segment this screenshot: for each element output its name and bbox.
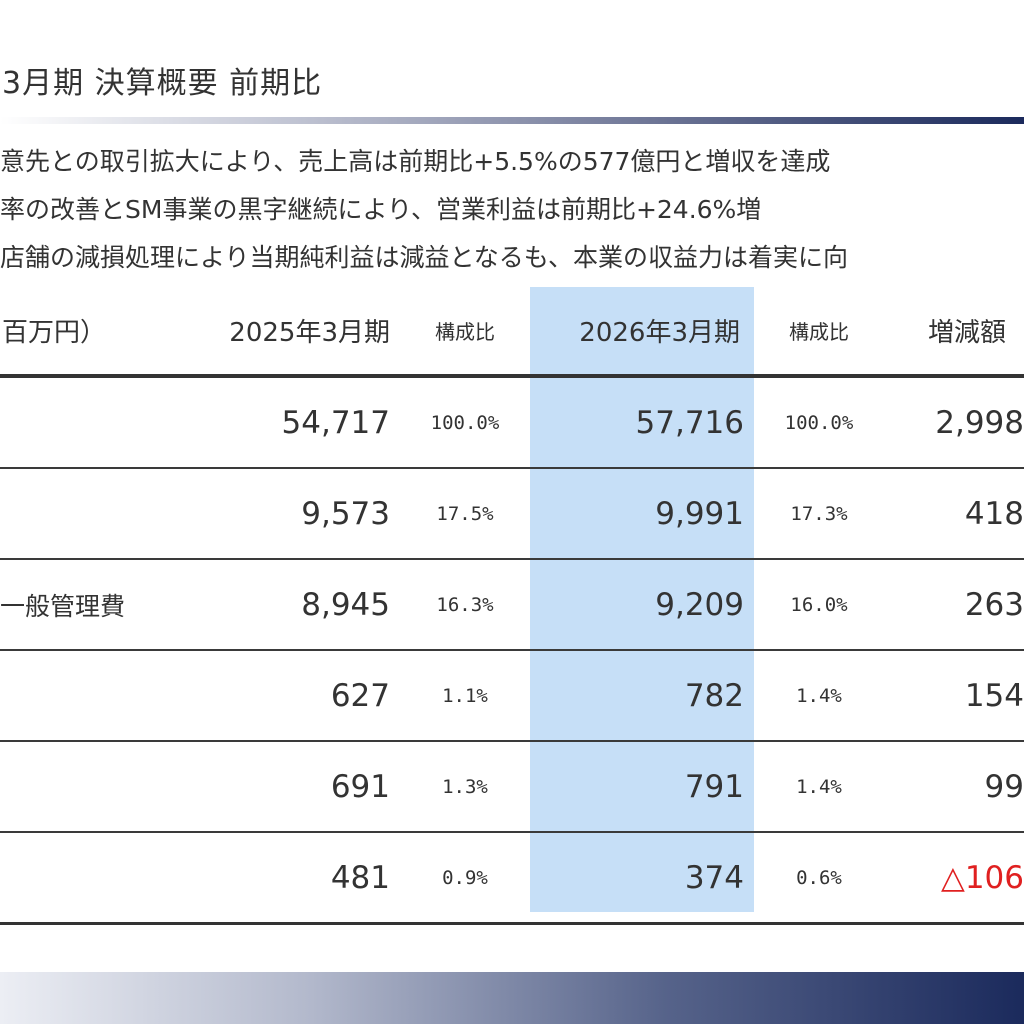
summary-line: 店舗の減損処理により当期純利益は減益となるも、本業の収益力は着実に向 <box>0 243 849 272</box>
row-label <box>0 741 170 833</box>
ratio-2026-value: 0.6% <box>754 832 884 925</box>
row-label <box>0 650 170 742</box>
financial-summary-table: 百万円） 2025年3月期 構成比 2026年3月期 構成比 増減額 54,71… <box>0 287 1024 925</box>
table-header-row: 百万円） 2025年3月期 構成比 2026年3月期 構成比 増減額 <box>0 287 1024 378</box>
ratio-2026-value: 16.0% <box>754 559 884 651</box>
ratio-2025-value: 16.3% <box>400 559 530 651</box>
change-value: 154 <box>884 650 1024 742</box>
ratio-2026-value: 100.0% <box>754 376 884 469</box>
change-value-negative: △106 <box>884 832 1024 925</box>
ratio-2025-value: 17.5% <box>400 468 530 560</box>
ratio-2025-value: 100.0% <box>400 376 530 469</box>
page-title: 3月期 決算概要 前期比 <box>2 66 323 101</box>
fy2025-value: 691 <box>170 741 400 833</box>
fy2026-value: 9,991 <box>530 468 754 560</box>
ratio-2026-value: 1.4% <box>754 741 884 833</box>
row-label <box>0 468 170 560</box>
fy2026-value: 374 <box>530 832 754 925</box>
row-label <box>0 832 170 925</box>
fy2025-header: 2025年3月期 <box>170 287 400 378</box>
ratio-2026-value: 17.3% <box>754 468 884 560</box>
ratio-2025-value: 1.1% <box>400 650 530 742</box>
fy2026-value: 57,716 <box>530 376 754 469</box>
ratio-2025-value: 0.9% <box>400 832 530 925</box>
fy2025-value: 8,945 <box>170 559 400 651</box>
change-value: 99 <box>884 741 1024 833</box>
change-value: 418 <box>884 468 1024 560</box>
fy2026-value: 9,209 <box>530 559 754 651</box>
ratio-2025-header: 構成比 <box>400 287 530 378</box>
fy2026-header: 2026年3月期 <box>530 287 754 378</box>
footer-gradient-bar <box>0 972 1024 1024</box>
table-row: 691 1.3% 791 1.4% 99 <box>0 741 1024 833</box>
fy2025-value: 627 <box>170 650 400 742</box>
summary-line: 意先との取引拡大により、売上高は前期比+5.5%の577億円と増収を達成 <box>0 147 831 176</box>
table-row: 9,573 17.5% 9,991 17.3% 418 <box>0 468 1024 560</box>
ratio-2025-value: 1.3% <box>400 741 530 833</box>
ratio-2026-header: 構成比 <box>754 287 884 378</box>
table-row: 一般管理費 8,945 16.3% 9,209 16.0% 263 <box>0 559 1024 651</box>
ratio-2026-value: 1.4% <box>754 650 884 742</box>
fy2026-value: 791 <box>530 741 754 833</box>
summary-text: 意先との取引拡大により、売上高は前期比+5.5%の577億円と増収を達成 率の改… <box>0 138 1024 282</box>
table-row: 54,717 100.0% 57,716 100.0% 2,998 <box>0 376 1024 469</box>
fy2025-value: 481 <box>170 832 400 925</box>
table-row: 481 0.9% 374 0.6% △106 <box>0 832 1024 925</box>
change-value: 263 <box>884 559 1024 651</box>
fy2025-value: 9,573 <box>170 468 400 560</box>
table-row: 627 1.1% 782 1.4% 154 <box>0 650 1024 742</box>
title-divider <box>0 117 1024 124</box>
row-label: 一般管理費 <box>0 559 170 651</box>
change-header: 増減額 <box>884 287 1024 378</box>
fy2026-value: 782 <box>530 650 754 742</box>
unit-header: 百万円） <box>0 287 170 378</box>
change-value: 2,998 <box>884 376 1024 469</box>
row-label <box>0 376 170 469</box>
fy2025-value: 54,717 <box>170 376 400 469</box>
summary-line: 率の改善とSM事業の黒字継続により、営業利益は前期比+24.6%増 <box>0 195 762 224</box>
